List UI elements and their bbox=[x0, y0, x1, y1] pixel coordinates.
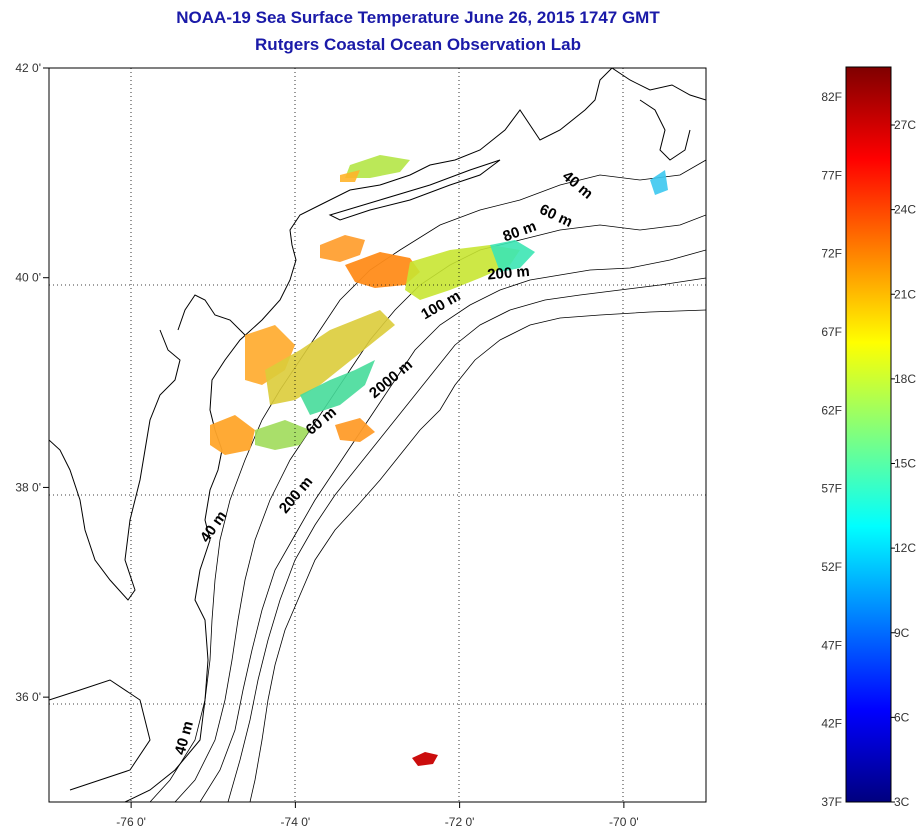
sst-patch bbox=[255, 420, 310, 450]
colorbar-f-label: 37F bbox=[821, 795, 842, 809]
lon-tick-label: -76 0' bbox=[116, 815, 146, 829]
lat-tick-label: 36 0' bbox=[15, 690, 41, 704]
grid-lines bbox=[49, 68, 706, 802]
colorbar-f-label: 67F bbox=[821, 325, 842, 339]
colorbar-c-label: 3C bbox=[894, 795, 910, 809]
sst-patch bbox=[335, 418, 375, 442]
sst-patch bbox=[320, 235, 365, 262]
contour-2000m bbox=[249, 309, 706, 802]
pamlico-sound bbox=[49, 679, 151, 791]
colorbar: 82F 77F 72F 67F 62F 57F 52F 47F 42F 37F 27C 24C 21C 1… bbox=[821, 66, 916, 809]
lat-tick-label: 38 0' bbox=[15, 480, 41, 494]
sst-patch bbox=[490, 240, 535, 272]
lon-tick-label: -70 0' bbox=[609, 815, 639, 829]
sst-patch bbox=[300, 360, 375, 415]
delaware-bay bbox=[177, 294, 246, 336]
colorbar-c-label: 9C bbox=[894, 626, 910, 640]
coastline bbox=[124, 68, 706, 802]
colorbar-c-label: 24C bbox=[894, 203, 916, 217]
contour-200m bbox=[227, 277, 706, 802]
colorbar-f-label: 62F bbox=[821, 403, 842, 417]
chesapeake-bay bbox=[49, 329, 181, 601]
lat-tick-label: 40 0' bbox=[15, 271, 41, 285]
colorbar-gradient bbox=[845, 66, 892, 803]
colorbar-c-label: 15C bbox=[894, 457, 916, 471]
colorbar-labels: 82F 77F 72F 67F 62F 57F 52F 47F 42F 37F 27C 24C 21C 1… bbox=[821, 90, 916, 809]
map-title: NOAA-19 Sea Surface Temperature June 26,… bbox=[176, 8, 660, 27]
sst-patch bbox=[340, 170, 360, 182]
colorbar-f-label: 52F bbox=[821, 560, 842, 574]
lat-tick-label: 42 0' bbox=[15, 61, 41, 75]
map-subtitle: Rutgers Coastal Ocean Observation Lab bbox=[255, 35, 581, 54]
colorbar-f-label: 82F bbox=[821, 90, 842, 104]
axis-ticks: -76 0' -74 0' -72 0' -70 0' 42 0' 40 0' 38 0' 3… bbox=[15, 61, 638, 829]
colorbar-c-label: 6C bbox=[894, 710, 910, 724]
colorbar-c-label: 27C bbox=[894, 118, 916, 132]
sst-patch bbox=[345, 252, 420, 288]
colorbar-f-label: 57F bbox=[821, 482, 842, 496]
colorbar-c-label: 21C bbox=[894, 287, 916, 301]
depth-label: 200 m bbox=[487, 263, 531, 284]
contour-80m bbox=[199, 249, 706, 802]
sst-patches bbox=[210, 155, 668, 766]
colorbar-f-label: 77F bbox=[821, 168, 842, 182]
sst-patch bbox=[405, 245, 520, 300]
sst-patch bbox=[265, 310, 395, 405]
lon-tick-label: -74 0' bbox=[281, 815, 311, 829]
sst-patch bbox=[412, 752, 438, 766]
map-frame bbox=[48, 67, 707, 803]
sst-patch bbox=[345, 155, 410, 178]
colorbar-c-label: 12C bbox=[894, 541, 916, 555]
long-island bbox=[328, 159, 501, 221]
colorbar-f-label: 42F bbox=[821, 717, 842, 731]
lon-tick-label: -72 0' bbox=[445, 815, 475, 829]
sst-patch bbox=[210, 415, 255, 455]
colorbar-f-label: 72F bbox=[821, 247, 842, 261]
colorbar-f-label: 47F bbox=[821, 638, 842, 652]
sst-patch bbox=[650, 170, 668, 195]
cape-cod bbox=[639, 99, 691, 161]
colorbar-c-label: 18C bbox=[894, 372, 916, 386]
